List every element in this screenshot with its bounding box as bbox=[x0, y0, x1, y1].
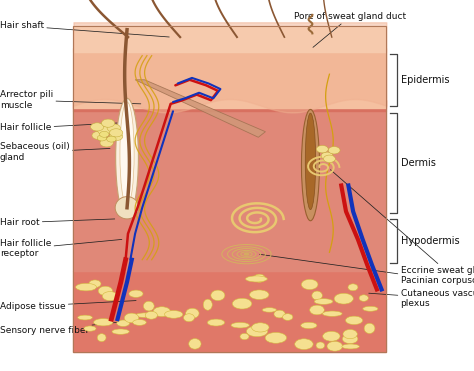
Ellipse shape bbox=[301, 109, 319, 221]
Ellipse shape bbox=[316, 145, 328, 153]
Ellipse shape bbox=[334, 293, 353, 304]
Ellipse shape bbox=[84, 326, 96, 331]
Ellipse shape bbox=[115, 197, 139, 219]
Ellipse shape bbox=[89, 280, 101, 288]
Ellipse shape bbox=[314, 299, 333, 304]
Text: Dermis: Dermis bbox=[401, 158, 437, 168]
Text: Sensory nerve fiber: Sensory nerve fiber bbox=[0, 321, 129, 335]
Bar bbox=[73, 26, 386, 352]
Ellipse shape bbox=[301, 322, 317, 329]
Ellipse shape bbox=[240, 334, 249, 340]
Ellipse shape bbox=[343, 329, 357, 339]
Ellipse shape bbox=[116, 98, 138, 217]
Ellipse shape bbox=[321, 152, 333, 160]
Ellipse shape bbox=[144, 301, 154, 311]
Text: Epidermis: Epidermis bbox=[401, 75, 450, 85]
Text: Sebaceous (oil)
gland: Sebaceous (oil) gland bbox=[0, 142, 110, 162]
Ellipse shape bbox=[316, 342, 325, 349]
Text: Pacinian corpuscle: Pacinian corpuscle bbox=[260, 255, 474, 285]
Ellipse shape bbox=[312, 291, 322, 300]
Text: Hair root: Hair root bbox=[0, 218, 115, 227]
Ellipse shape bbox=[102, 292, 118, 301]
Ellipse shape bbox=[208, 319, 225, 326]
Ellipse shape bbox=[183, 314, 194, 322]
Ellipse shape bbox=[364, 323, 375, 334]
Ellipse shape bbox=[92, 131, 105, 139]
Ellipse shape bbox=[342, 334, 358, 344]
Ellipse shape bbox=[97, 135, 107, 141]
Ellipse shape bbox=[98, 127, 111, 135]
Text: Hair shaft: Hair shaft bbox=[0, 22, 169, 37]
Ellipse shape bbox=[129, 290, 143, 298]
Ellipse shape bbox=[346, 316, 363, 325]
Ellipse shape bbox=[101, 119, 115, 127]
Ellipse shape bbox=[323, 331, 340, 341]
Ellipse shape bbox=[112, 329, 129, 334]
Ellipse shape bbox=[91, 123, 104, 131]
Ellipse shape bbox=[203, 299, 212, 310]
Ellipse shape bbox=[274, 310, 285, 318]
Ellipse shape bbox=[252, 323, 269, 332]
Ellipse shape bbox=[153, 307, 171, 316]
Ellipse shape bbox=[323, 155, 335, 162]
Ellipse shape bbox=[359, 295, 368, 301]
Ellipse shape bbox=[363, 306, 378, 311]
Ellipse shape bbox=[310, 305, 324, 315]
Text: Arrector pili
muscle: Arrector pili muscle bbox=[0, 91, 141, 110]
Ellipse shape bbox=[301, 279, 318, 290]
Ellipse shape bbox=[100, 139, 113, 147]
Ellipse shape bbox=[107, 136, 116, 142]
Text: Hypodermis: Hypodermis bbox=[401, 236, 460, 246]
Ellipse shape bbox=[263, 308, 276, 312]
Ellipse shape bbox=[186, 308, 199, 318]
Polygon shape bbox=[135, 80, 265, 137]
Ellipse shape bbox=[145, 311, 157, 319]
Ellipse shape bbox=[246, 326, 268, 336]
Ellipse shape bbox=[100, 131, 109, 137]
Ellipse shape bbox=[265, 332, 287, 343]
Ellipse shape bbox=[328, 147, 340, 154]
Ellipse shape bbox=[164, 311, 183, 318]
Text: Hair follicle: Hair follicle bbox=[0, 122, 127, 132]
Bar bbox=[73, 48, 386, 108]
Ellipse shape bbox=[231, 322, 249, 328]
Ellipse shape bbox=[135, 313, 156, 318]
Text: Pore of sweat gland duct: Pore of sweat gland duct bbox=[294, 12, 406, 47]
Ellipse shape bbox=[211, 290, 225, 301]
Ellipse shape bbox=[249, 290, 269, 299]
Ellipse shape bbox=[232, 298, 252, 309]
Ellipse shape bbox=[109, 129, 123, 137]
Ellipse shape bbox=[94, 319, 113, 326]
Ellipse shape bbox=[97, 334, 106, 342]
Ellipse shape bbox=[120, 102, 134, 206]
Ellipse shape bbox=[342, 344, 359, 349]
Ellipse shape bbox=[76, 283, 97, 291]
Ellipse shape bbox=[98, 286, 112, 296]
Text: Hair follicle
receptor: Hair follicle receptor bbox=[0, 239, 122, 258]
Ellipse shape bbox=[117, 320, 129, 326]
Bar bbox=[73, 26, 386, 52]
Bar bbox=[73, 271, 386, 352]
Ellipse shape bbox=[189, 339, 201, 349]
Ellipse shape bbox=[107, 124, 120, 132]
Ellipse shape bbox=[254, 274, 265, 282]
Bar bbox=[73, 111, 386, 271]
Ellipse shape bbox=[246, 276, 267, 282]
Ellipse shape bbox=[133, 319, 146, 325]
Bar bbox=[73, 100, 386, 111]
Ellipse shape bbox=[245, 253, 248, 255]
Ellipse shape bbox=[327, 341, 343, 351]
Text: Eccrine sweat gland: Eccrine sweat gland bbox=[330, 170, 474, 275]
Ellipse shape bbox=[283, 314, 293, 321]
Ellipse shape bbox=[348, 284, 358, 291]
Ellipse shape bbox=[295, 339, 313, 349]
Ellipse shape bbox=[124, 313, 139, 323]
Text: Adipose tissue: Adipose tissue bbox=[0, 301, 136, 311]
Ellipse shape bbox=[322, 311, 342, 316]
Ellipse shape bbox=[109, 132, 123, 141]
Text: Cutaneous vascular
plexus: Cutaneous vascular plexus bbox=[369, 289, 474, 308]
Ellipse shape bbox=[78, 315, 92, 320]
Ellipse shape bbox=[305, 113, 316, 210]
